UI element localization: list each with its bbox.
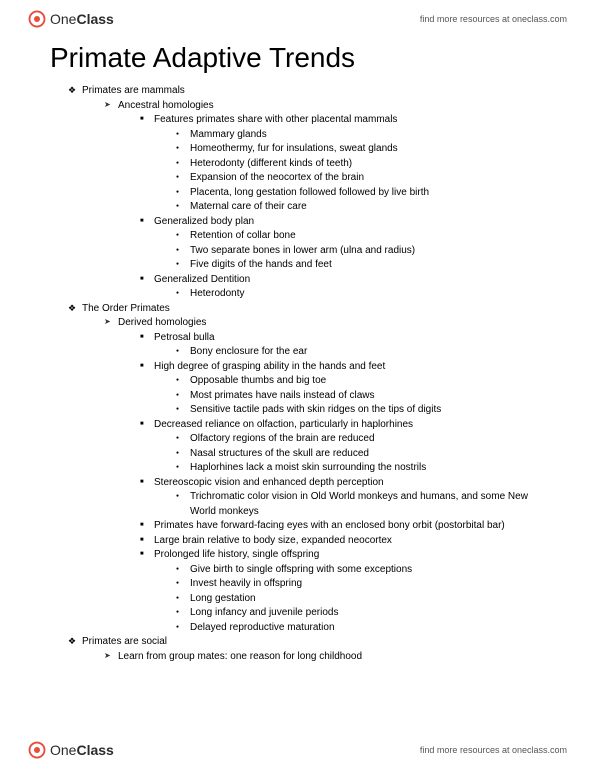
item-infancy: Long infancy and juvenile periods (176, 606, 545, 621)
item-placenta: Placenta, long gestation followed follow… (176, 186, 545, 201)
item-dentition: Generalized Dentition (140, 273, 545, 288)
brand-one-f: One (50, 742, 76, 758)
item-lifehistory: Prolonged life history, single offspring (140, 548, 545, 563)
item-trichromatic: Trichromatic color vision in Old World m… (176, 490, 545, 519)
brand-class: Class (76, 11, 113, 27)
subsection-derived: Derived homologies (104, 316, 545, 331)
item-neocortex: Expansion of the neocortex of the brain (176, 171, 545, 186)
document-content: Primate Adaptive Trends Primates are mam… (0, 34, 595, 664)
header-tagline: find more resources at oneclass.com (420, 14, 567, 24)
item-maternal: Maternal care of their care (176, 200, 545, 215)
item-mammary: Mammary glands (176, 128, 545, 143)
subsection-ancestral: Ancestral homologies (104, 99, 545, 114)
item-heterodonty: Heterodonty (different kinds of teeth) (176, 157, 545, 172)
item-bodyplan: Generalized body plan (140, 215, 545, 230)
item-olfaction: Decreased reliance on olfaction, particu… (140, 418, 545, 433)
section-mammals: Primates are mammals (68, 84, 545, 99)
item-haplorhines: Haplorhines lack a moist skin surroundin… (176, 461, 545, 476)
item-thumbs: Opposable thumbs and big toe (176, 374, 545, 389)
brand-text-footer: OneClass (50, 742, 114, 758)
brand-one: One (50, 11, 76, 27)
item-stereoscopic: Stereoscopic vision and enhanced depth p… (140, 476, 545, 491)
item-olfactory: Olfactory regions of the brain are reduc… (176, 432, 545, 447)
item-tactile: Sensitive tactile pads with skin ridges … (176, 403, 545, 418)
item-heterodonty2: Heterodonty (176, 287, 545, 302)
brand-class-f: Class (76, 742, 113, 758)
footer-tagline: find more resources at oneclass.com (420, 745, 567, 755)
section-social: Primates are social (68, 635, 545, 650)
item-grasping: High degree of grasping ability in the h… (140, 360, 545, 375)
item-bony: Bony enclosure for the ear (176, 345, 545, 360)
page-title: Primate Adaptive Trends (50, 42, 545, 74)
item-delayed: Delayed reproductive maturation (176, 621, 545, 636)
item-gestation: Long gestation (176, 592, 545, 607)
brand-logo: OneClass (28, 10, 114, 28)
page-footer: OneClass find more resources at oneclass… (0, 736, 595, 770)
item-collar: Retention of collar bone (176, 229, 545, 244)
item-nasal: Nasal structures of the skull are reduce… (176, 447, 545, 462)
item-digits: Five digits of the hands and feet (176, 258, 545, 273)
brand-logo-footer: OneClass (28, 741, 114, 759)
item-learn: Learn from group mates: one reason for l… (104, 650, 545, 665)
item-invest: Invest heavily in offspring (176, 577, 545, 592)
item-eyes: Primates have forward-facing eyes with a… (140, 519, 545, 534)
brand-text: OneClass (50, 11, 114, 27)
item-brain: Large brain relative to body size, expan… (140, 534, 545, 549)
item-homeothermy: Homeothermy, fur for insulations, sweat … (176, 142, 545, 157)
item-bones: Two separate bones in lower arm (ulna an… (176, 244, 545, 259)
logo-icon (28, 741, 46, 759)
page-header: OneClass find more resources at oneclass… (0, 0, 595, 34)
section-order: The Order Primates (68, 302, 545, 317)
logo-icon (28, 10, 46, 28)
item-features: Features primates share with other place… (140, 113, 545, 128)
item-single: Give birth to single offspring with some… (176, 563, 545, 578)
item-nails: Most primates have nails instead of claw… (176, 389, 545, 404)
item-petrosal: Petrosal bulla (140, 331, 545, 346)
